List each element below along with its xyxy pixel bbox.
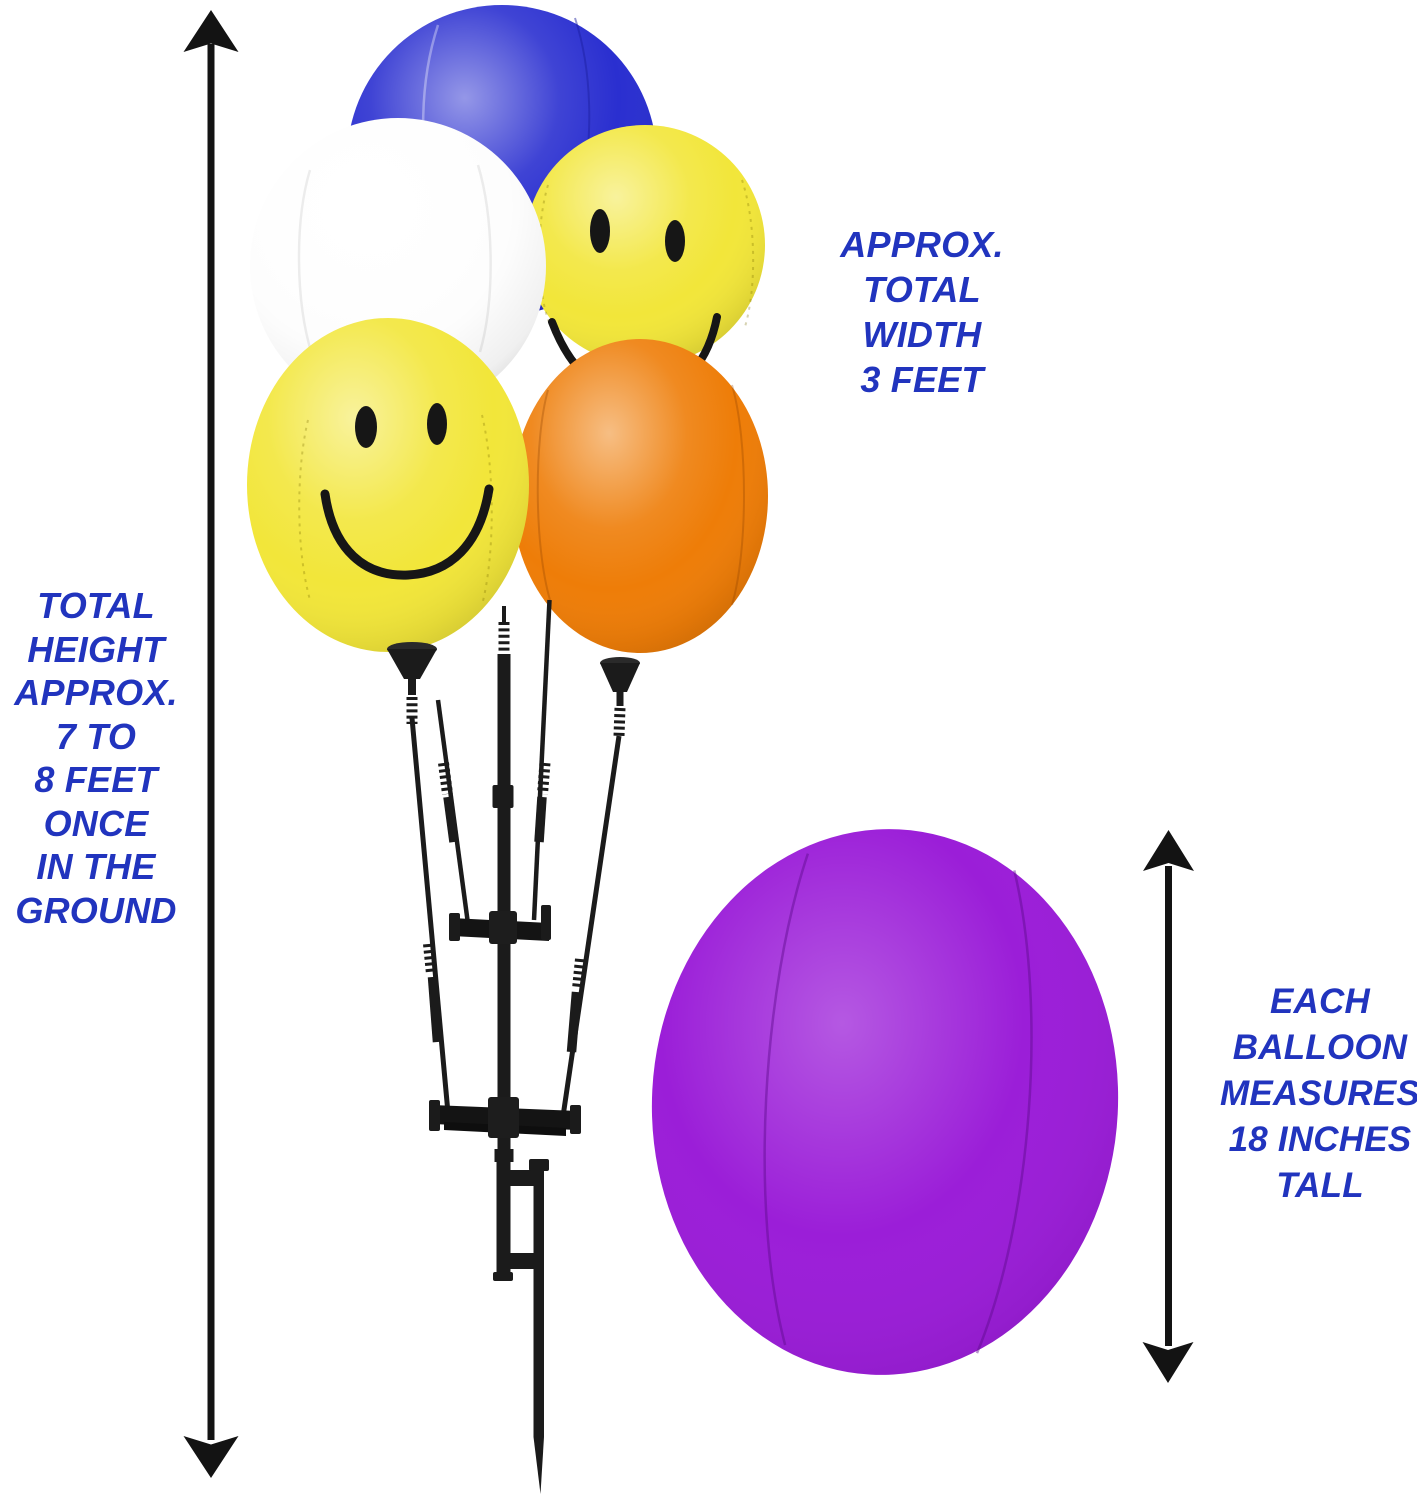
balloon-height-measure-arrow xyxy=(1142,830,1194,1383)
yellow-left-seam-2 xyxy=(481,414,493,606)
purple-balloon-seam xyxy=(763,853,810,1346)
upper-crossbar-left-cap xyxy=(449,913,460,941)
cone-right-spring xyxy=(613,707,626,737)
white-balloon-seam-2 xyxy=(476,164,492,353)
outer-left-rod-spring xyxy=(423,943,437,975)
stake-bracket-bottom xyxy=(507,1253,537,1269)
pole-hardware xyxy=(387,599,640,1494)
stake-bracket-top xyxy=(507,1170,537,1186)
balloon-size-label: EACH BALLOON MEASURES 18 INCHES TALL xyxy=(1220,982,1417,1205)
yellow-left-seam xyxy=(298,419,311,601)
balloon-cluster xyxy=(247,5,768,653)
pole-joint xyxy=(494,1149,514,1162)
pole-collar xyxy=(492,785,514,808)
outer-left-rod-turnbuckle xyxy=(427,976,443,1043)
purple-balloon-seam-2 xyxy=(975,870,1033,1354)
balloon-holder-cone-right xyxy=(600,657,640,737)
center-pole xyxy=(497,654,511,1162)
inner-right-rod-turnbuckle xyxy=(534,796,547,843)
purple-balloon xyxy=(651,829,1119,1375)
orange-balloon-shading xyxy=(512,339,768,653)
total-height-label: TOTAL HEIGHT APPROX. 7 TO 8 FEET ONCE IN… xyxy=(14,585,178,931)
upper-crossbar-right-cap xyxy=(541,905,551,940)
pole-assembly xyxy=(387,599,640,1494)
height-arrow-shaft xyxy=(207,44,215,1440)
pole-end-cap xyxy=(493,1272,513,1281)
yellow-right-shading xyxy=(525,125,765,365)
balloon-arrow-down-head xyxy=(1142,1342,1194,1383)
cone-right-funnel xyxy=(600,663,640,692)
smiley-right-right-eye xyxy=(665,220,685,262)
lower-crossbar xyxy=(429,1097,581,1138)
smiley-face-left xyxy=(320,403,494,580)
inner-left-rod-spring xyxy=(438,762,453,795)
inner-left-rod-turnbuckle xyxy=(443,796,459,843)
inner-right-rod-spring xyxy=(537,762,551,795)
yellow-smiley-balloon-left xyxy=(247,318,529,652)
yellow-left-shading xyxy=(247,318,529,652)
balloon-holder-cone-left xyxy=(387,642,437,724)
outer-right-rod xyxy=(561,735,622,1114)
smiley-left-left-eye xyxy=(355,406,377,448)
lower-crossbar-right-cap xyxy=(570,1105,581,1134)
yellow-smiley-balloon-right xyxy=(525,125,765,400)
stake-shaft xyxy=(533,1163,544,1437)
lower-crossbar-clamp xyxy=(488,1097,519,1138)
yellow-right-seam-2 xyxy=(741,179,755,331)
orange-balloon-seam xyxy=(536,389,551,601)
smiley-right-left-eye xyxy=(590,209,610,253)
outer-right-rod-turnbuckle xyxy=(566,991,582,1053)
cone-left-funnel xyxy=(387,649,437,679)
ground-stake xyxy=(507,1159,549,1494)
total-width-label: APPROX. TOTAL WIDTH 3 FEET xyxy=(840,224,1004,400)
lower-crossbar-left-cap xyxy=(429,1100,440,1131)
smiley-left-mouth xyxy=(320,484,494,580)
height-measure-arrow xyxy=(183,10,239,1478)
orange-balloon-seam-2 xyxy=(731,384,745,606)
cone-right-stem xyxy=(616,692,624,706)
purple-balloon-shading xyxy=(651,829,1119,1375)
outer-left-rod xyxy=(409,717,451,1114)
cone-left-stem xyxy=(408,679,416,695)
white-balloon-seam xyxy=(297,169,314,356)
outer-right-rod-spring xyxy=(572,958,586,990)
pole-lower-section xyxy=(496,1162,511,1276)
upper-crossbar-clamp xyxy=(489,911,517,944)
height-arrow-up-head xyxy=(183,10,239,52)
balloon-arrow-shaft xyxy=(1165,866,1172,1346)
orange-balloon xyxy=(512,339,768,653)
balloon-arrow-up-head xyxy=(1143,830,1194,871)
stake-point xyxy=(533,1437,544,1494)
center-rod-tip xyxy=(502,606,506,622)
height-arrow-down-head xyxy=(183,1436,239,1478)
smiley-left-right-eye xyxy=(427,403,447,445)
inner-right-rod xyxy=(531,599,552,921)
upper-crossbar xyxy=(449,905,551,944)
